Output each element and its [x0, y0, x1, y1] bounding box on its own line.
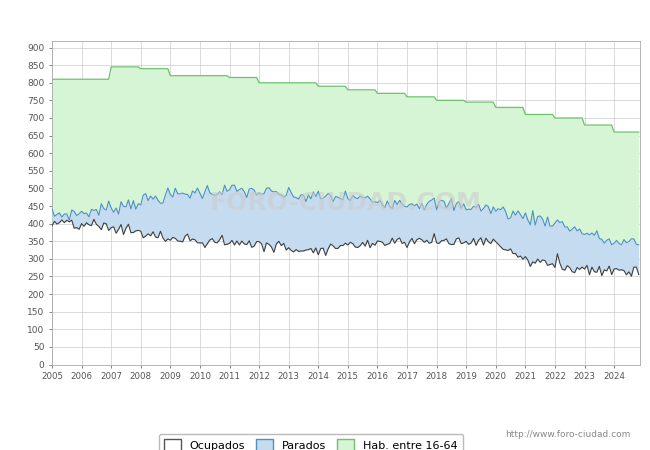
Text: http://www.foro-ciudad.com: http://www.foro-ciudad.com [505, 430, 630, 439]
Text: Jayena - Evolucion de la poblacion en edad de Trabajar Noviembre de 2024: Jayena - Evolucion de la poblacion en ed… [111, 15, 540, 25]
Legend: Ocupados, Parados, Hab. entre 16-64: Ocupados, Parados, Hab. entre 16-64 [159, 434, 463, 450]
Text: FORO-CIUDAD.COM: FORO-CIUDAD.COM [210, 190, 482, 215]
